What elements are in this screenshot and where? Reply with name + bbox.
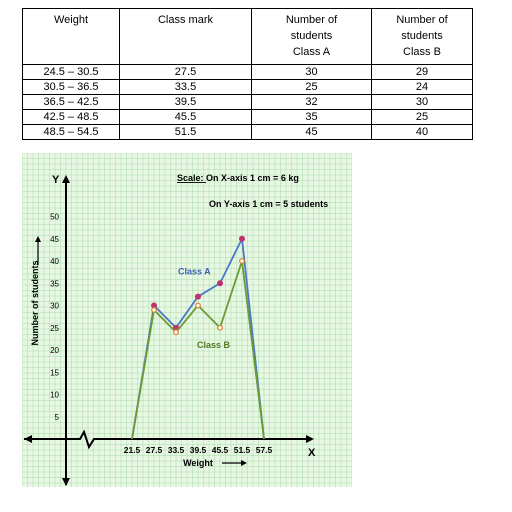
- x-tick-label: 39.5: [190, 445, 207, 455]
- cell-class-b: 24: [371, 79, 473, 95]
- cell-weight: 42.5 – 48.5: [22, 109, 120, 125]
- scale-note-x: Scale: On X-axis 1 cm = 6 kg: [177, 173, 299, 183]
- y-axis-bottom-arrowhead: [62, 478, 70, 486]
- x-axis-kink: [75, 429, 310, 450]
- cell-class-mark: 27.5: [119, 64, 252, 80]
- cell-class-a: 32: [251, 94, 372, 110]
- y-tick-label: 10: [50, 391, 59, 400]
- data-point: [151, 302, 157, 309]
- data-point: [239, 235, 245, 242]
- cell-class-a: 25: [251, 79, 372, 95]
- x-axis-label: Weight: [183, 458, 213, 468]
- cell-class-b: 29: [371, 64, 473, 80]
- cell-class-b: 25: [371, 109, 473, 125]
- series-label: Class A: [178, 266, 211, 276]
- cell-weight: 30.5 – 36.5: [22, 79, 120, 95]
- y-tick-label: 40: [50, 257, 59, 266]
- table-row: 48.5 – 54.5 51.5 45 40: [22, 124, 473, 140]
- x-tick-label: 57.5: [256, 445, 273, 455]
- x-axis-arrowhead: [306, 435, 314, 443]
- y-tick-label: 50: [50, 213, 59, 222]
- x-tick-label: 27.5: [146, 445, 163, 455]
- data-point: [151, 307, 157, 313]
- x-tick-label: 21.5: [124, 445, 141, 455]
- cell-weight: 24.5 – 30.5: [22, 64, 120, 80]
- x-tick-label: 33.5: [168, 445, 185, 455]
- y-tick-label: 30: [50, 302, 59, 311]
- cell-class-b: 30: [371, 94, 473, 110]
- y-axis-label: Number of students: [30, 260, 40, 345]
- data-point: [239, 258, 245, 264]
- table-row: 24.5 – 30.5 27.5 30 29: [22, 64, 473, 80]
- y-axis-label-arrowhead: [35, 236, 41, 242]
- header-class-mark: Class mark: [119, 8, 252, 65]
- cell-weight: 36.5 – 42.5: [22, 94, 120, 110]
- table-row: 30.5 – 36.5 33.5 25 24: [22, 79, 473, 95]
- header-class-a: Number of students Class A: [251, 8, 372, 65]
- x-tick-label: 51.5: [234, 445, 251, 455]
- cell-class-a: 30: [251, 64, 372, 80]
- data-point: [195, 293, 201, 300]
- x-axis-label-arrowhead: [241, 460, 247, 466]
- data-point: [173, 329, 179, 336]
- cell-class-mark: 51.5: [119, 124, 252, 140]
- scale-note-y: On Y-axis 1 cm = 5 students: [209, 199, 328, 209]
- header-weight: Weight: [22, 8, 120, 65]
- data-point: [217, 324, 223, 331]
- cell-weight: 48.5 – 54.5: [22, 124, 120, 140]
- cell-class-mark: 45.5: [119, 109, 252, 125]
- cell-class-a: 45: [251, 124, 372, 140]
- y-axis-letter: Y: [52, 174, 60, 186]
- series-label: Class B: [197, 340, 231, 350]
- cell-class-mark: 39.5: [119, 94, 252, 110]
- y-tick-label: 45: [50, 235, 59, 244]
- y-tick-label: 20: [50, 346, 59, 355]
- table-row: 42.5 – 48.5 45.5 35 25: [22, 109, 473, 125]
- x-axis-left-arrowhead: [24, 435, 32, 443]
- data-point: [217, 280, 223, 287]
- data-point: [195, 302, 201, 309]
- table-header-row: Weight Class mark Number of students Cla…: [22, 8, 473, 65]
- x-tick-label: 45.5: [212, 445, 229, 455]
- y-tick-label: 35: [50, 279, 59, 288]
- x-axis-letter: X: [308, 447, 316, 459]
- frequency-polygon-chart: Y X 5 10 15 20 25 30 35 40 45 50 21.5 27.5 33.5 39.5 45.…: [22, 153, 352, 487]
- data-table: Weight Class mark Number of students Cla…: [22, 8, 473, 140]
- table-row: 36.5 – 42.5 39.5 32 30: [22, 94, 473, 110]
- cell-class-mark: 33.5: [119, 79, 252, 95]
- header-class-b: Number of students Class B: [371, 8, 473, 65]
- y-tick-label: 15: [50, 368, 59, 377]
- cell-class-b: 40: [371, 124, 473, 140]
- y-tick-label: 25: [50, 324, 59, 333]
- y-axis-arrowhead: [62, 175, 70, 183]
- y-tick-label: 5: [55, 413, 60, 422]
- cell-class-a: 35: [251, 109, 372, 125]
